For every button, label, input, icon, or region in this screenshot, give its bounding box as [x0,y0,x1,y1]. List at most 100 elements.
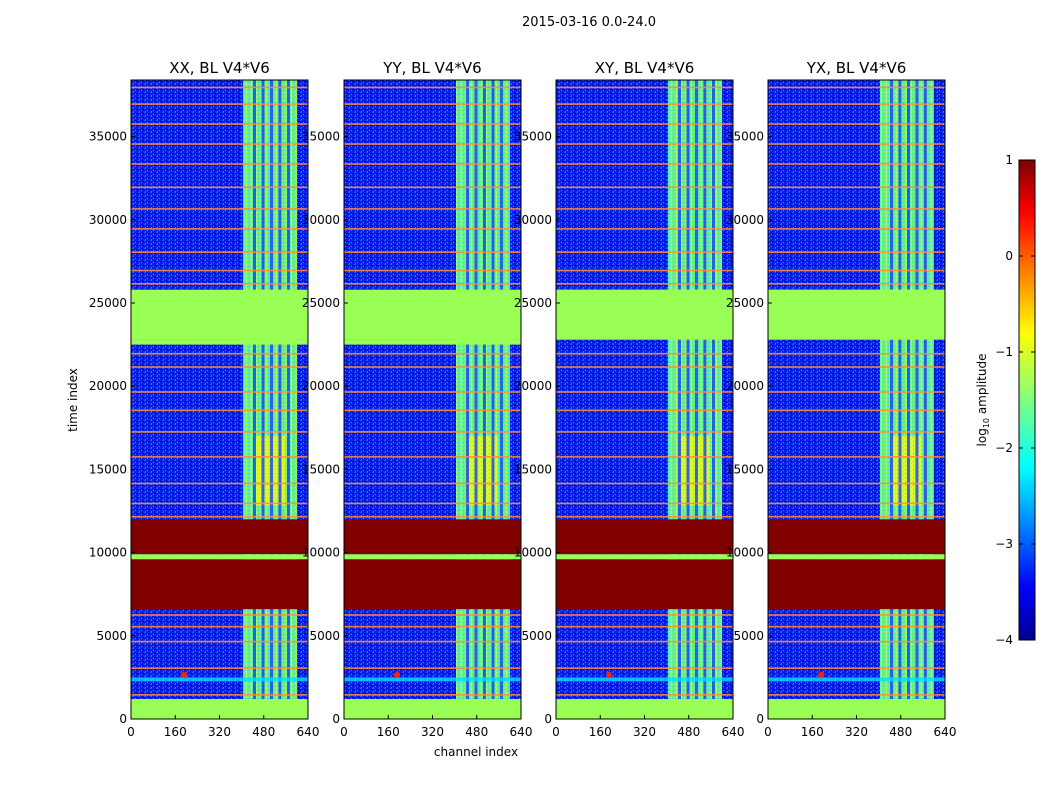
x-tick-label: 160 [801,725,824,739]
rfi-row-stripe [344,431,521,433]
rfi-row-stripe [556,251,733,253]
flagged-row-band [556,554,733,560]
saturated-row-band [131,519,308,555]
rfi-row-stripe [131,625,308,628]
rfi-row-stripe [556,186,733,189]
rfi-point-source [606,671,613,678]
panel-title: XY, BL V4*V6 [595,59,695,77]
rfi-row-stripe [131,251,308,253]
rfi-row-stripe [344,366,521,368]
rfi-row-stripe [556,502,733,505]
y-tick-label: 25000 [302,296,340,310]
y-tick-label: 5000 [96,629,127,643]
y-tick-label: 10000 [302,546,340,560]
x-tick-label: 480 [677,725,700,739]
rfi-row-stripe [556,228,733,230]
rfi-row-stripe [131,515,308,518]
colorbar-ticks: 1 0 −1 −2 −3 −4 [995,153,1035,647]
rfi-row-stripe [768,86,945,89]
y-tick-label: 30000 [89,213,127,227]
rfi-row-stripe [344,502,521,505]
y-tick-label: 15000 [726,462,764,476]
y-tick-label: 20000 [302,379,340,393]
rfi-row-stripe [556,143,733,145]
y-tick-label: 10000 [726,546,764,560]
flagged-row-band [556,289,733,340]
rfi-row-stripe [131,614,308,616]
y-tick-label: 35000 [726,130,764,144]
colorbar-tick-label: −2 [995,441,1013,455]
rfi-row-stripe [768,515,945,518]
colorbar: 1 0 −1 −2 −3 −4 log10 amplitude [975,153,1036,647]
rfi-row-stripe [344,352,521,355]
rfi-row-stripe [768,163,945,165]
y-tick-label: 10000 [514,546,552,560]
rfi-row-stripe [768,269,945,272]
rfi-row-stripe [344,694,521,696]
channel-gap-line [499,80,503,719]
rfi-row-stripe [556,269,733,272]
channel-gap-line [474,80,478,719]
channel-gap-line [466,80,470,719]
saturated-row-band [131,559,308,610]
x-tick-label: 640 [934,725,957,739]
rfi-row-stripe [556,123,733,125]
rfi-row-stripe [556,431,733,433]
channel-gap-line [278,80,282,719]
saturated-row-band [768,519,945,555]
rfi-row-stripe [344,186,521,189]
channel-gap-line [915,80,919,719]
rfi-row-stripe [344,208,521,210]
y-tick-label: 15000 [89,462,127,476]
x-tick-label: 0 [552,725,560,739]
flagged-row-band [768,554,945,560]
rfi-row-stripe [131,456,308,458]
rfi-row-stripe [556,640,733,643]
x-tick-label: 320 [208,725,231,739]
channel-gap-line [703,80,707,719]
colorbar-label: log10 amplitude [975,354,991,447]
colorbar-tick-label: 1 [1005,153,1013,167]
x-tick-label: 320 [633,725,656,739]
heatmap-panel-xy: XY, BL V4*V6 0 160 320 480 640 0 5000 10000 15000… [514,59,745,739]
rfi-row-stripe [344,409,521,412]
saturated-row-band [556,559,733,610]
rfi-row-stripe [556,103,733,105]
x-tick-label: 480 [889,725,912,739]
rfi-row-stripe [344,456,521,458]
rfi-burst-row [768,677,945,682]
panel-title: YY, BL V4*V6 [382,59,481,77]
rfi-row-stripe [131,640,308,643]
heatmap-panel-xx: XX, BL V4*V6 0 160 320 480 640 0 5000 10000 15000… [66,59,319,739]
channel-gap-line [253,80,257,719]
y-tick-label: 35000 [514,130,552,144]
rfi-row-stripe [768,366,945,368]
rfi-row-stripe [768,123,945,125]
rfi-row-stripe [768,103,945,105]
rfi-row-stripe [556,352,733,355]
rfi-row-stripe [344,251,521,253]
rfi-row-stripe [131,269,308,272]
y-tick-label: 20000 [726,379,764,393]
rfi-row-stripe [344,103,521,105]
rfi-row-stripe [556,614,733,616]
rfi-row-stripe [344,123,521,125]
y-tick-label: 5000 [309,629,340,643]
colorbar-gradient [1018,159,1036,641]
rfi-row-stripe [768,186,945,189]
saturated-row-band [768,559,945,610]
flagged-row-band [556,699,733,719]
colorbar-tick-label: −4 [995,633,1013,647]
rfi-row-stripe [768,482,945,485]
y-tick-label: 30000 [514,213,552,227]
rfi-row-stripe [768,143,945,145]
rfi-point-source [394,671,401,678]
x-tick-label: 160 [589,725,612,739]
x-tick-label: 640 [297,725,320,739]
rfi-row-stripe [768,409,945,412]
rfi-row-stripe [768,431,945,433]
channel-gap-line [491,80,495,719]
rfi-row-stripe [768,283,945,285]
y-tick-label: 15000 [302,462,340,476]
